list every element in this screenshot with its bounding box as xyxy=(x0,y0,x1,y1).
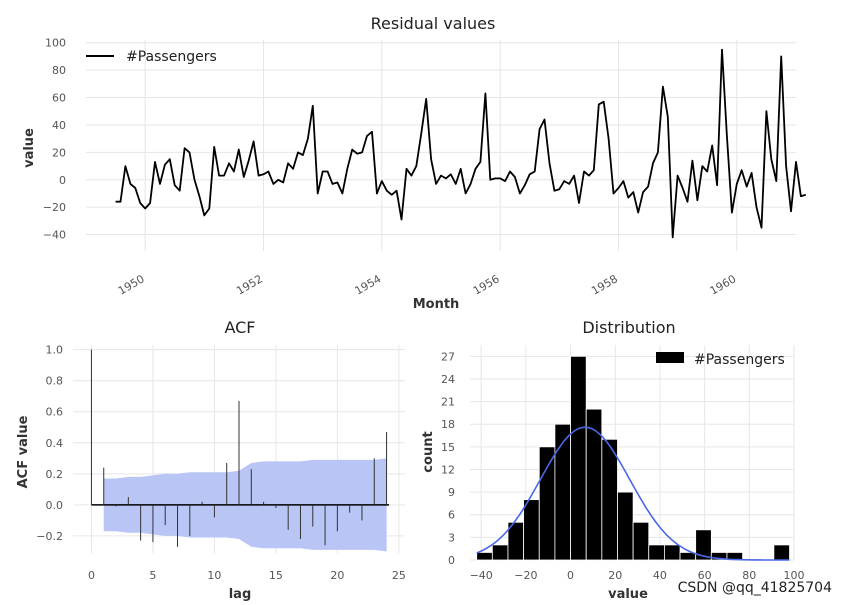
distribution-ytick-label: 6 xyxy=(448,509,455,522)
acf-ytick-label: 0.6 xyxy=(46,406,64,419)
residual-x-ticks: 1950 1952 1954 1956 1958 1960 xyxy=(116,272,738,297)
residual-xlabel: Month xyxy=(413,297,460,312)
distribution-xtick-label: 20 xyxy=(608,569,622,582)
distribution-ytick-label: 3 xyxy=(448,531,455,544)
legend-swatch-box xyxy=(656,352,684,363)
acf-stems xyxy=(90,349,388,547)
residual-ytick-label: 0 xyxy=(59,174,66,187)
distribution-ytick-label: 21 xyxy=(441,396,455,409)
residual-ytick-label: 80 xyxy=(52,64,66,77)
residual-xtick-label: 1960 xyxy=(708,272,739,297)
distribution-density-curve xyxy=(476,426,790,561)
distribution-x-ticks: −40 −20 0 20 40 60 80 100 xyxy=(470,569,805,582)
residual-ytick-label: −40 xyxy=(43,229,66,242)
distribution-ytick-label: 24 xyxy=(441,373,455,386)
acf-y-ticks: −0.2 0.0 0.2 0.4 0.6 0.8 1.0 xyxy=(36,344,63,543)
distribution-bar xyxy=(538,446,556,561)
distribution-xtick-label: 0 xyxy=(567,569,574,582)
acf-ytick-label: 0.8 xyxy=(46,375,64,388)
acf-ytick-label: 0.2 xyxy=(46,468,64,481)
distribution-bar xyxy=(554,423,571,561)
residual-legend-label: #Passengers xyxy=(126,49,217,65)
residual-y-ticks: −40 −20 0 20 40 60 80 100 xyxy=(43,37,66,242)
distribution-bars xyxy=(476,355,790,561)
acf-ytick-label: 0.0 xyxy=(46,499,64,512)
distribution-ytick-label: 15 xyxy=(441,441,455,454)
distribution-ytick-label: 0 xyxy=(448,554,455,567)
residual-xtick-label: 1952 xyxy=(234,272,265,297)
residual-title: Residual values xyxy=(371,14,496,33)
distribution-bar xyxy=(601,438,618,561)
residual-ytick-label: 20 xyxy=(52,146,66,159)
acf-x-ticks: 0 5 10 15 20 25 xyxy=(88,569,406,582)
watermark-text: CSDN @qq_41825704 xyxy=(678,580,832,596)
distribution-ytick-label: 18 xyxy=(441,418,455,431)
distribution-bar xyxy=(773,544,790,561)
distribution-bar xyxy=(523,499,540,561)
distribution-xtick-label: −40 xyxy=(470,569,493,582)
distribution-ytick-label: 9 xyxy=(448,486,455,499)
acf-chart: −0.2 0.0 0.2 0.4 0.6 0.8 1.0 0 5 10 15 20 25 ACF la… xyxy=(16,318,406,602)
residual-xtick-label: 1950 xyxy=(116,272,147,297)
distribution-bar xyxy=(491,544,509,561)
residual-series-line xyxy=(115,48,807,239)
residual-ylabel: value xyxy=(22,128,37,168)
distribution-bar xyxy=(585,408,603,561)
distribution-chart: 0 3 6 9 12 15 18 21 24 27 −40 −20 0 20 40 60 80 100 Dist… xyxy=(421,318,805,602)
acf-xtick-label: 5 xyxy=(149,569,156,582)
residual-ytick-label: 60 xyxy=(52,92,66,105)
acf-xtick-label: 15 xyxy=(269,569,283,582)
distribution-xtick-label: −20 xyxy=(514,569,537,582)
distribution-bar xyxy=(476,552,493,561)
distribution-legend: #Passengers xyxy=(656,352,785,368)
acf-xtick-label: 0 xyxy=(88,569,95,582)
distribution-bar xyxy=(695,529,712,561)
residual-xtick-label: 1958 xyxy=(589,272,620,297)
acf-ylabel: ACF value xyxy=(16,415,31,488)
acf-xtick-label: 10 xyxy=(207,569,221,582)
distribution-bar xyxy=(617,491,634,561)
acf-xtick-label: 25 xyxy=(392,569,406,582)
distribution-legend-label: #Passengers xyxy=(694,352,785,368)
distribution-title: Distribution xyxy=(582,318,675,337)
residual-xtick-label: 1956 xyxy=(471,272,502,297)
distribution-ylabel: count xyxy=(421,431,436,472)
distribution-bar xyxy=(664,544,681,561)
distribution-xtick-label: 60 xyxy=(698,569,712,582)
acf-xlabel: lag xyxy=(229,587,252,602)
acf-title: ACF xyxy=(224,318,255,337)
distribution-xtick-label: 40 xyxy=(653,569,667,582)
residual-legend: #Passengers xyxy=(86,49,217,65)
residual-xtick-label: 1954 xyxy=(353,272,384,297)
acf-ytick-label: 0.4 xyxy=(46,437,64,450)
residual-ytick-label: 40 xyxy=(52,119,66,132)
distribution-xtick-label: 80 xyxy=(742,569,756,582)
residual-ytick-label: 100 xyxy=(45,37,66,50)
distribution-bar xyxy=(648,544,665,561)
residual-grid xyxy=(86,40,796,251)
distribution-y-ticks: 0 3 6 9 12 15 18 21 24 27 xyxy=(441,350,455,567)
acf-xtick-label: 20 xyxy=(330,569,344,582)
distribution-bar xyxy=(632,521,650,561)
distribution-bar xyxy=(570,355,587,561)
residual-ytick-label: −20 xyxy=(43,201,66,214)
acf-ytick-label: 1.0 xyxy=(46,344,64,357)
distribution-ytick-label: 12 xyxy=(441,463,455,476)
acf-ytick-label: −0.2 xyxy=(36,530,63,543)
distribution-ytick-label: 27 xyxy=(441,350,455,363)
distribution-xlabel: value xyxy=(608,587,648,602)
distribution-xtick-label: 100 xyxy=(784,569,805,582)
